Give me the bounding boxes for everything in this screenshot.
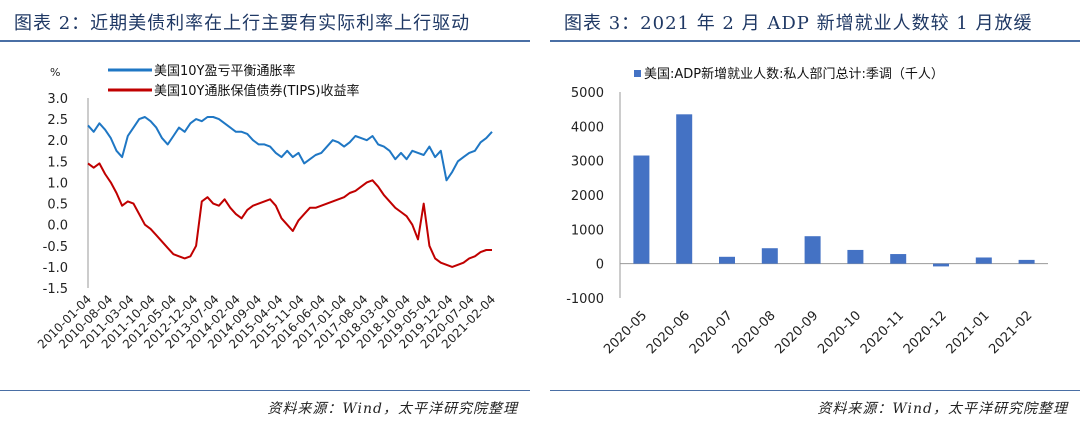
right-bar-2021-02 — [1018, 259, 1035, 264]
right-chart-title: 图表 3：2021 年 2 月 ADP 新增就业人数较 1 月放缓 — [564, 13, 1033, 34]
right-x-tick-label: 2020-05 — [601, 308, 650, 357]
right-bar-2020-12 — [933, 263, 949, 267]
left-y-tick-label: -0.5 — [43, 240, 68, 255]
left-y-tick-label: 3.0 — [47, 92, 68, 107]
right-y-tick-label: -1000 — [566, 292, 604, 307]
right-x-tick-label: 2020-09 — [772, 308, 821, 357]
left-line-chart: %3.02.52.01.51.00.50.0-0.5-1.0-1.52010-0… — [35, 63, 498, 351]
left-series-line-1 — [87, 162, 492, 268]
right-y-tick-label: 1000 — [571, 223, 604, 238]
right-bar-2020-06 — [676, 114, 693, 264]
left-series-line-0 — [87, 116, 493, 182]
left-chart-title: 图表 2：近期美债利率在上行主要有实际利率上行驱动 — [14, 13, 471, 34]
right-x-tick-label: 2020-06 — [644, 308, 693, 357]
right-y-tick-label: 4000 — [571, 120, 604, 135]
right-title-divider — [550, 40, 1080, 42]
left-y-tick-label: 2.0 — [47, 134, 68, 149]
left-y-tick-label: 0.5 — [47, 198, 68, 213]
right-chart-title-bar: 图表 3：2021 年 2 月 ADP 新增就业人数较 1 月放缓 — [550, 0, 1080, 44]
right-bar-2020-10 — [847, 249, 864, 264]
left-y-unit-label: % — [50, 66, 60, 79]
right-bar-2020-11 — [890, 254, 907, 264]
right-x-tick-label: 2020-11 — [858, 308, 907, 357]
right-y-tick-label: 0 — [596, 258, 604, 273]
right-x-tick-label: 2020-10 — [815, 308, 864, 357]
right-bar-2020-08 — [761, 248, 778, 264]
right-bar-2020-05 — [633, 155, 650, 264]
left-y-tick-label: 0.0 — [47, 219, 68, 234]
right-y-tick-label: 3000 — [571, 155, 604, 170]
right-bottom-divider — [550, 390, 1080, 391]
left-legend-label-0: 美国10Y盈亏平衡通胀率 — [154, 63, 295, 79]
left-y-tick-label: 2.5 — [47, 113, 68, 128]
right-bar-chart: 5000 4000 3000 2000 1000 0 -1000 美国:ADP新增就业人数:私… — [566, 66, 1048, 357]
left-y-tick-label: 1.0 — [47, 176, 68, 191]
right-x-tick-label: 2020-07 — [687, 308, 736, 357]
right-x-tick-label: 2021-02 — [986, 308, 1035, 357]
right-chart-panel: 图表 3：2021 年 2 月 ADP 新增就业人数较 1 月放缓 5000 40… — [550, 0, 1080, 425]
right-bar-2021-01 — [975, 257, 992, 264]
right-y-tick-label: 5000 — [571, 86, 604, 101]
left-chart-title-bar: 图表 2：近期美债利率在上行主要有实际利率上行驱动 — [0, 0, 530, 44]
right-x-tick-label: 2020-12 — [901, 308, 950, 357]
left-y-tick-label: -1.0 — [43, 261, 68, 276]
left-bottom-divider — [0, 390, 530, 391]
left-legend-label-1: 美国10Y通胀保值债券(TIPS)收益率 — [154, 83, 360, 99]
right-y-tick-label: 2000 — [571, 189, 604, 204]
right-source-note: 资料来源：Wind，太平洋研究院整理 — [817, 401, 1068, 417]
right-legend-swatch — [634, 70, 641, 77]
right-x-tick-label: 2021-01 — [944, 308, 993, 357]
right-bar-2020-07 — [719, 256, 735, 264]
right-x-tick-label: 2020-08 — [730, 308, 779, 357]
left-y-tick-label: 1.5 — [47, 155, 68, 170]
left-title-divider — [0, 40, 530, 42]
left-source-note: 资料来源：Wind，太平洋研究院整理 — [267, 401, 518, 417]
left-y-tick-label: -1.5 — [43, 282, 68, 297]
right-legend-label: 美国:ADP新增就业人数:私人部门总计:季调（千人） — [644, 66, 944, 82]
left-chart-panel: 图表 2：近期美债利率在上行主要有实际利率上行驱动 % 3.0 2.5 2.0 1.5 1… — [0, 0, 530, 425]
right-bar-2020-09 — [804, 236, 821, 264]
